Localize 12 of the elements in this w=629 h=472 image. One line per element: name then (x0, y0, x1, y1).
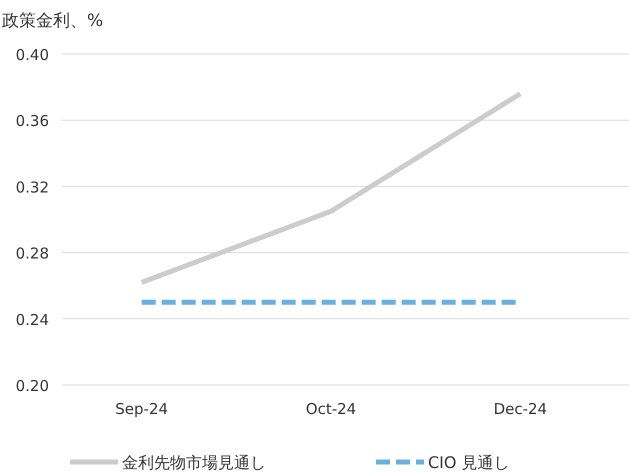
x-tick-label: Sep-24 (115, 400, 168, 418)
x-tick-label: Dec-24 (494, 400, 548, 418)
legend-label: CIO 見通し (428, 453, 510, 472)
y-tick-label: 0.32 (16, 178, 49, 196)
y-tick-label: 0.36 (16, 112, 49, 130)
y-tick-label: 0.28 (16, 244, 49, 263)
y-axis-title: 政策金利、% (2, 11, 104, 31)
y-tick-label: 0.20 (16, 377, 49, 395)
x-tick-label: Oct-24 (306, 400, 356, 418)
y-tick-label: 0.24 (16, 310, 49, 329)
legend-label: 金利先物市場見通し (122, 453, 266, 472)
y-tick-label: 0.40 (16, 46, 49, 64)
